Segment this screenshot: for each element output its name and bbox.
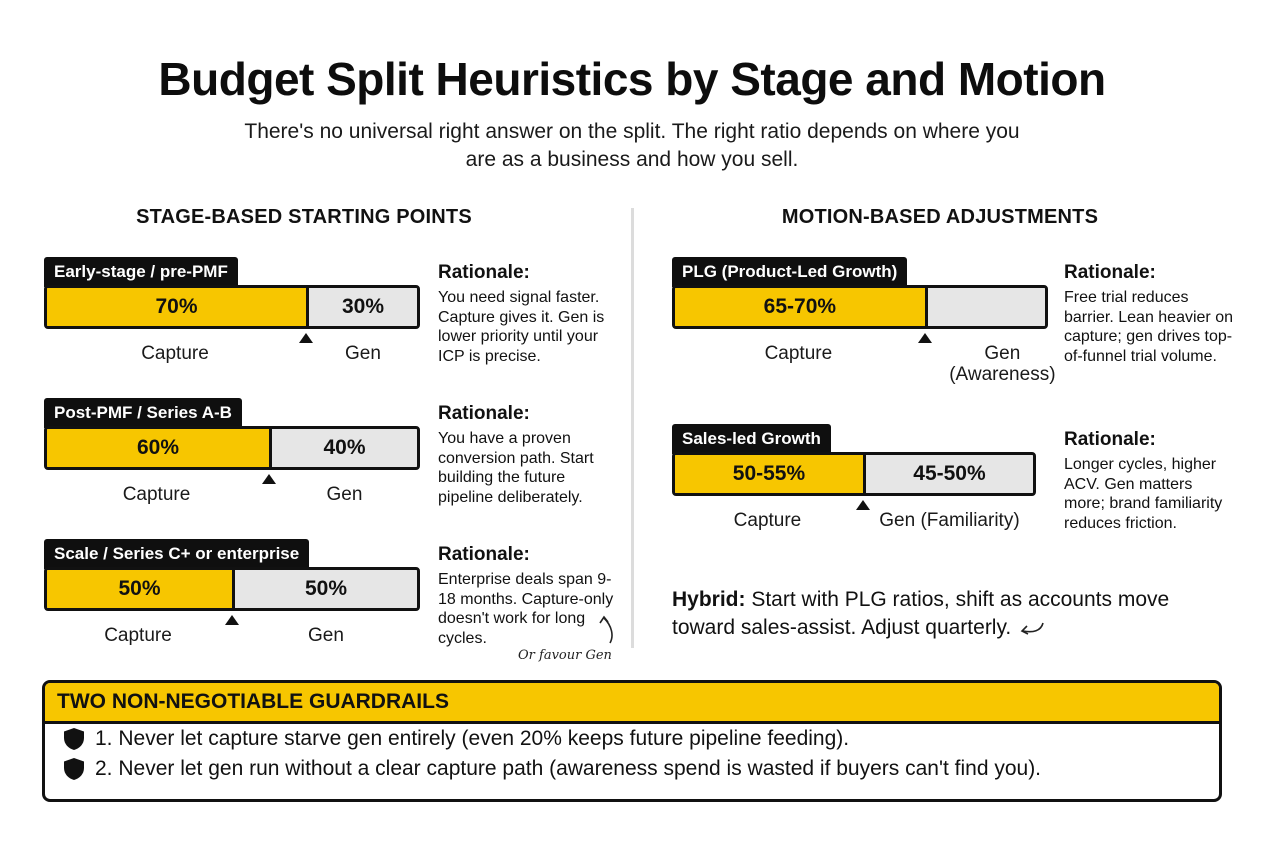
shield-icon (64, 728, 84, 750)
rationale-early: Rationale: You need signal faster. Captu… (438, 262, 618, 366)
stage-heading: STAGE-BASED STARTING POINTS (136, 206, 472, 228)
motion-sales-led: Sales-led Growth 50-55% 45-50% Capture G… (672, 424, 1036, 544)
split-tag: PLG (Product-Led Growth) (672, 257, 908, 287)
gen-label: Gen (Familiarity) (879, 510, 1020, 531)
page-title: Budget Split Heuristics by Stage and Mot… (158, 53, 1106, 105)
rationale-scale: Rationale: Enterprise deals span 9-18 mo… (438, 544, 614, 648)
split-tag: Early-stage / pre-PMF (44, 257, 238, 287)
split-bar: 60% 40% (44, 426, 420, 470)
rationale-heading: Rationale: (1064, 262, 1156, 283)
capture-segment: 70% (47, 288, 309, 326)
hybrid-text: Start with PLG ratios, shift as accounts… (672, 588, 1170, 639)
capture-label: Capture (122, 484, 191, 505)
rationale-text: Longer cycles, higher ACV. Gen matters m… (1064, 456, 1223, 532)
stage-post-pmf: Post-PMF / Series A-B 60% 40% Capture Ge… (44, 398, 420, 518)
stage-scale: Scale / Series C+ or enterprise 50% 50% … (44, 539, 420, 659)
guardrail-text: 2. Never let gen run without a clear cap… (95, 757, 1042, 780)
stage-early: Early-stage / pre-PMF 70% 30% Capture Ge… (44, 257, 420, 377)
column-divider (631, 208, 634, 648)
rationale-heading: Rationale: (1064, 429, 1156, 450)
capture-label: Capture (141, 343, 209, 364)
guardrails-box: TWO NON-NEGOTIABLE GUARDRAILS 1. Never l… (42, 680, 1222, 802)
split-pointer (225, 615, 239, 625)
capture-segment: 50% (47, 570, 235, 608)
curved-arrow-icon (599, 615, 613, 644)
capture-label: Capture (764, 343, 833, 364)
motion-plg: PLG (Product-Led Growth) 65-70% Capture … (672, 257, 1056, 397)
split-bar: 70% 30% (44, 285, 420, 329)
split-pointer (855, 500, 870, 510)
split-bar: 50-55% 45-50% (672, 452, 1036, 496)
handwritten-note: Or favour Gen (518, 648, 612, 663)
rationale-sales-led: Rationale: Longer cycles, higher ACV. Ge… (1064, 429, 1234, 533)
capture-segment: 60% (47, 429, 272, 467)
gen-label: Gen (Awareness) (949, 343, 1056, 385)
split-tag: Sales-led Growth (672, 424, 831, 454)
shield-icon (64, 758, 84, 780)
capture-label: Capture (733, 510, 802, 531)
split-pointer (917, 333, 932, 343)
gen-segment: 40% (272, 429, 417, 467)
guardrail-text: 1. Never let capture starve gen entirely… (95, 727, 850, 750)
motion-heading: MOTION-BASED ADJUSTMENTS (781, 206, 1099, 228)
curved-arrow-icon (1020, 623, 1044, 636)
gen-segment: 30% (309, 288, 417, 326)
rationale-post-pmf: Rationale: You have a proven conversion … (438, 403, 618, 507)
guardrail-item: 2. Never let gen run without a clear cap… (45, 754, 1219, 784)
gen-label: Gen (308, 625, 344, 646)
rationale-text: You have a proven conversion path. Start… (438, 430, 594, 506)
rationale-text: Free trial reduces barrier. Lean heavier… (1064, 289, 1233, 365)
split-tag: Scale / Series C+ or enterprise (44, 539, 310, 569)
rationale-heading: Rationale: (438, 544, 530, 565)
rationale-plg: Rationale: Free trial reduces barrier. L… (1064, 262, 1234, 366)
capture-label: Capture (104, 625, 172, 646)
split-tag: Post-PMF / Series A-B (44, 398, 242, 428)
split-pointer (262, 474, 276, 484)
split-pointer (299, 333, 313, 343)
guardrails-heading: TWO NON-NEGOTIABLE GUARDRAILS (45, 683, 1219, 724)
gen-segment: 50% (235, 570, 417, 608)
hybrid-label: Hybrid: (672, 588, 746, 611)
gen-segment: 45-50% (865, 455, 1033, 493)
gen-label: Gen (345, 343, 381, 364)
capture-segment: 50-55% (675, 455, 866, 493)
rationale-text: Enterprise deals span 9-18 months. Captu… (438, 571, 614, 647)
capture-segment: 65-70% (675, 288, 928, 326)
split-bar: 65-70% (672, 285, 1048, 329)
page-subtitle: There's no universal right answer on the… (244, 120, 1020, 171)
rationale-heading: Rationale: (438, 403, 530, 424)
gen-segment (927, 288, 1045, 326)
gen-label: Gen (326, 484, 363, 505)
split-bar: 50% 50% (44, 567, 420, 611)
guardrail-item: 1. Never let capture starve gen entirely… (45, 724, 1219, 754)
rationale-heading: Rationale: (438, 262, 530, 283)
rationale-text: You need signal faster. Capture gives it… (438, 289, 605, 365)
hybrid-note: Hybrid: Start with PLG ratios, shift as … (672, 586, 1192, 642)
